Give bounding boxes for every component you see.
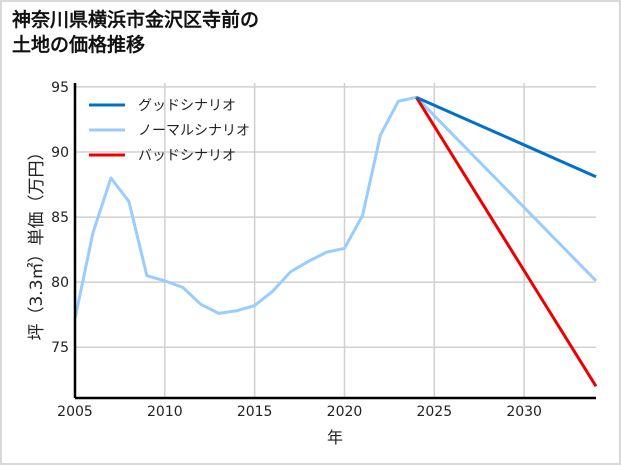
x-tick-label: 2005	[57, 404, 93, 420]
series-line-0	[415, 95, 597, 179]
legend-label: バッドシナリオ	[138, 148, 236, 164]
x-tick-label: 2020	[327, 404, 363, 420]
title-line-1: 神奈川県横浜市金沢区寺前の	[12, 9, 260, 31]
title-line-2: 土地の価格推移	[12, 34, 146, 56]
x-axis-label: 年	[327, 428, 343, 447]
x-tick-label: 2010	[147, 404, 183, 420]
series-line-1	[73, 95, 598, 319]
y-axis-label: 坪（3.3㎡）単価（万円）	[27, 143, 47, 340]
y-tick-label: 85	[51, 210, 69, 226]
legend-label: グッドシナリオ	[138, 98, 236, 114]
y-tick-label: 95	[51, 80, 69, 96]
y-tick-label: 75	[51, 340, 69, 356]
x-tick-label: 2025	[416, 404, 452, 420]
x-tick-label: 2015	[237, 404, 273, 420]
y-tick-label: 90	[51, 145, 69, 161]
x-tick-label: 2030	[506, 404, 542, 420]
legend-label: ノーマルシナリオ	[138, 123, 250, 139]
series-line-2	[415, 96, 598, 388]
chart-title: 神奈川県横浜市金沢区寺前の 土地の価格推移	[12, 8, 259, 58]
y-tick-label: 80	[51, 275, 69, 291]
